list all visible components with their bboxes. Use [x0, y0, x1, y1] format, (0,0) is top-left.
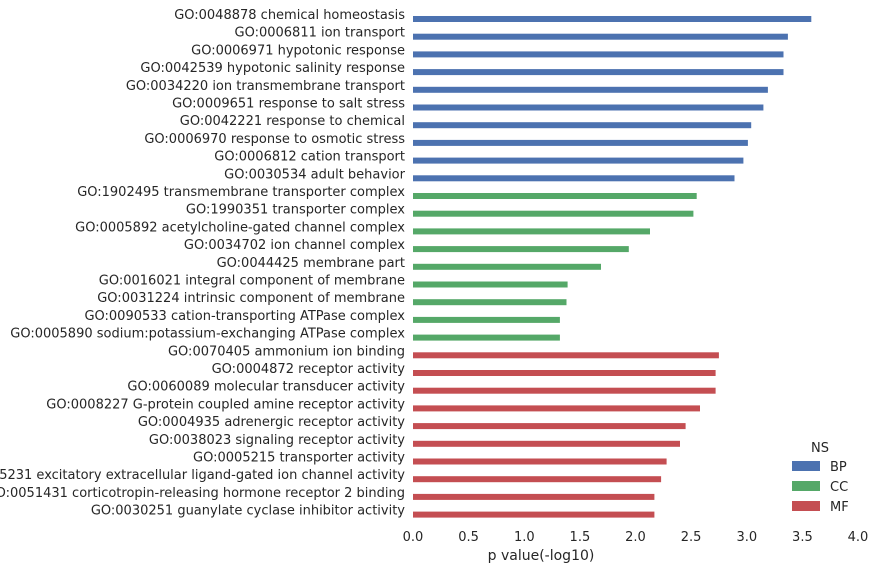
category-label: GO:0051431 corticotropin-releasing hormo…	[0, 486, 405, 501]
x-tick-label: 0.5	[458, 530, 479, 545]
bar	[413, 458, 667, 465]
category-label: GO:0030251 guanylate cyclase inhibitor a…	[91, 504, 405, 519]
legend-label: MF	[830, 500, 849, 515]
category-label: GO:0034220 ion transmembrane transport	[126, 79, 405, 94]
bar	[413, 175, 735, 182]
bar	[413, 476, 662, 483]
category-label: GO:0006970 response to osmotic stress	[144, 132, 405, 147]
category-label: GO:0004935 adrenergic receptor activity	[138, 415, 405, 430]
category-label: GO:0006811 ion transport	[235, 26, 406, 41]
category-label: GO:0004872 receptor activity	[212, 362, 406, 377]
legend-swatch	[792, 481, 820, 491]
bar	[413, 440, 680, 447]
category-label: GO:0090533 cation-transporting ATPase co…	[84, 309, 405, 324]
bar	[413, 263, 601, 270]
bar	[413, 210, 694, 217]
x-tick-label: 1.0	[514, 530, 535, 545]
x-tick-label: 1.5	[570, 530, 591, 545]
category-label: GO:0016021 integral component of membran…	[99, 274, 405, 289]
category-label: GO:0044425 membrane part	[217, 256, 405, 271]
category-label: GO:0042539 hypotonic salinity response	[140, 61, 405, 76]
bar	[413, 299, 567, 306]
category-label: GO:0070405 ammonium ion binding	[168, 344, 405, 359]
category-label: GO:0006971 hypotonic response	[191, 43, 405, 58]
bar	[413, 69, 784, 76]
bar	[413, 228, 650, 235]
category-label: GO:1990351 transporter complex	[186, 203, 405, 218]
category-label: GO:0038023 signaling receptor activity	[149, 433, 405, 448]
category-label: GO:0060089 molecular transducer activity	[127, 380, 405, 395]
legend-entries: BP CC MF	[792, 460, 849, 515]
bar	[413, 104, 764, 111]
category-label: GO:0034702 ion channel complex	[184, 238, 405, 253]
bar	[413, 33, 788, 40]
bar	[413, 193, 697, 199]
legend-swatch	[792, 461, 820, 471]
bars-layer	[413, 16, 812, 518]
category-label: GO:0048878 chemical homeostasis	[174, 8, 405, 23]
bar	[413, 405, 700, 412]
bar	[413, 316, 560, 323]
bar	[413, 493, 655, 500]
legend-swatch	[792, 501, 820, 511]
bar	[413, 122, 752, 129]
category-label: GO:0008227 G-protein coupled amine recep…	[46, 397, 405, 412]
bar	[413, 51, 784, 58]
x-tick-label: 2.5	[681, 530, 702, 545]
category-label: GO:0042221 response to chemical	[180, 114, 405, 129]
category-label: GO:0031224 intrinsic component of membra…	[97, 291, 405, 306]
bar	[413, 334, 560, 341]
category-labels-layer: GO:0048878 chemical homeostasis GO:000681…	[0, 8, 406, 519]
category-label: GO:0009651 response to salt stress	[172, 97, 405, 112]
category-label: GO:0005890 sodium:potassium-exchanging A…	[10, 327, 405, 342]
bar	[413, 281, 568, 288]
x-tick-label: 0.0	[403, 530, 424, 545]
category-label: GO:0005231 excitatory extracellular liga…	[0, 468, 405, 483]
bar	[413, 139, 748, 146]
bar	[413, 423, 686, 430]
category-label: GO:0006812 cation transport	[214, 150, 405, 165]
x-tick-label: 3.0	[736, 530, 757, 545]
legend-title: NS	[811, 441, 829, 456]
x-tick-labels-layer: 0.0 0.5 1.0 1.5 2.0 2.5 3.0 3.5 4.0	[403, 530, 869, 545]
bar	[413, 246, 629, 253]
category-label: GO:1902495 transmembrane transporter com…	[77, 185, 405, 200]
category-label: GO:0005215 transporter activity	[193, 451, 405, 466]
legend-label: BP	[830, 460, 847, 475]
bar	[413, 352, 719, 359]
category-label: GO:0005892 acetylcholine-gated channel c…	[75, 220, 405, 235]
x-axis-label: p value(-log10)	[488, 548, 595, 564]
bar	[413, 16, 812, 22]
bar	[413, 387, 716, 394]
category-label: GO:0030534 adult behavior	[224, 167, 406, 182]
x-tick-label: 3.5	[792, 530, 813, 545]
legend: NS BP CC MF	[792, 441, 849, 515]
bar	[413, 86, 768, 93]
x-tick-label: 2.0	[625, 530, 646, 545]
bar	[413, 370, 716, 376]
legend-label: CC	[830, 480, 848, 495]
bar	[413, 511, 655, 518]
x-tick-label: 4.0	[848, 530, 869, 545]
bar	[413, 157, 744, 164]
